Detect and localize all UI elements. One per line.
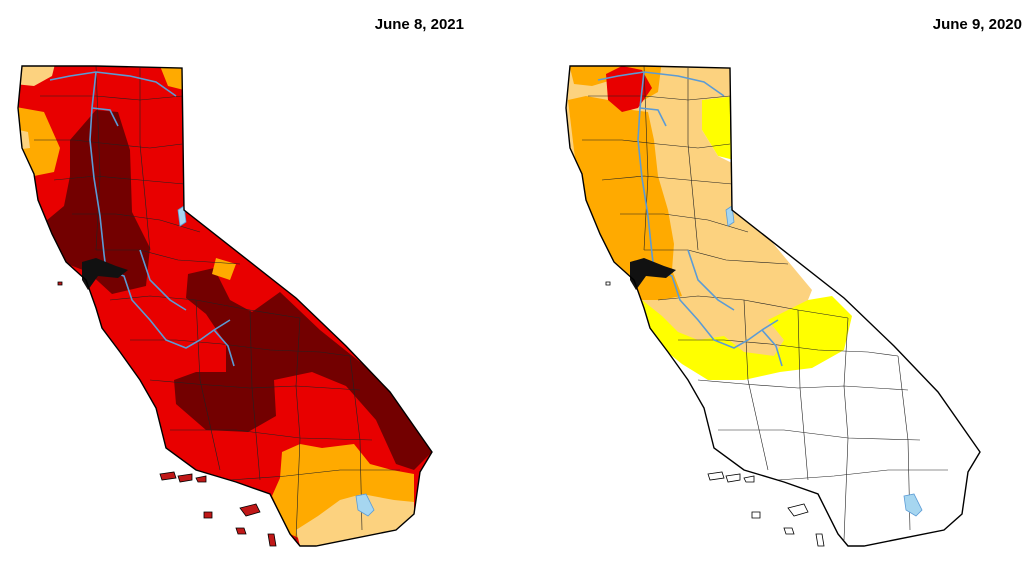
- drought-exceptional-north-region: [40, 110, 150, 294]
- channel-islands: [605, 281, 825, 547]
- salton-sea: [355, 493, 375, 517]
- drought-ne-corner-region: [160, 66, 184, 90]
- salton-sea: [903, 493, 923, 517]
- drought-base-region: [18, 66, 432, 546]
- map-date-label: June 9, 2020: [932, 16, 1022, 33]
- sf-bay: [630, 258, 676, 290]
- sf-bay: [82, 258, 128, 290]
- river-network: [597, 71, 783, 367]
- california-drought-map-2021: [17, 65, 433, 547]
- map-panel-2021: June 8, 2021: [17, 16, 464, 547]
- channel-islands: [57, 281, 277, 547]
- drought-severe-region: [568, 96, 682, 300]
- drought-exceptional-southeast-region: [174, 268, 432, 470]
- map-date-label: June 8, 2021: [374, 16, 464, 33]
- drought-south-abnormal-region: [296, 494, 414, 546]
- map-panel-2020: June 9, 2020: [512, 0, 1024, 580]
- lake-tahoe: [725, 205, 735, 227]
- california-drought-map-2020: [565, 65, 981, 547]
- river-network: [49, 71, 235, 367]
- lake-tahoe: [177, 205, 187, 227]
- drought-abnormal-ne-region: [702, 96, 734, 160]
